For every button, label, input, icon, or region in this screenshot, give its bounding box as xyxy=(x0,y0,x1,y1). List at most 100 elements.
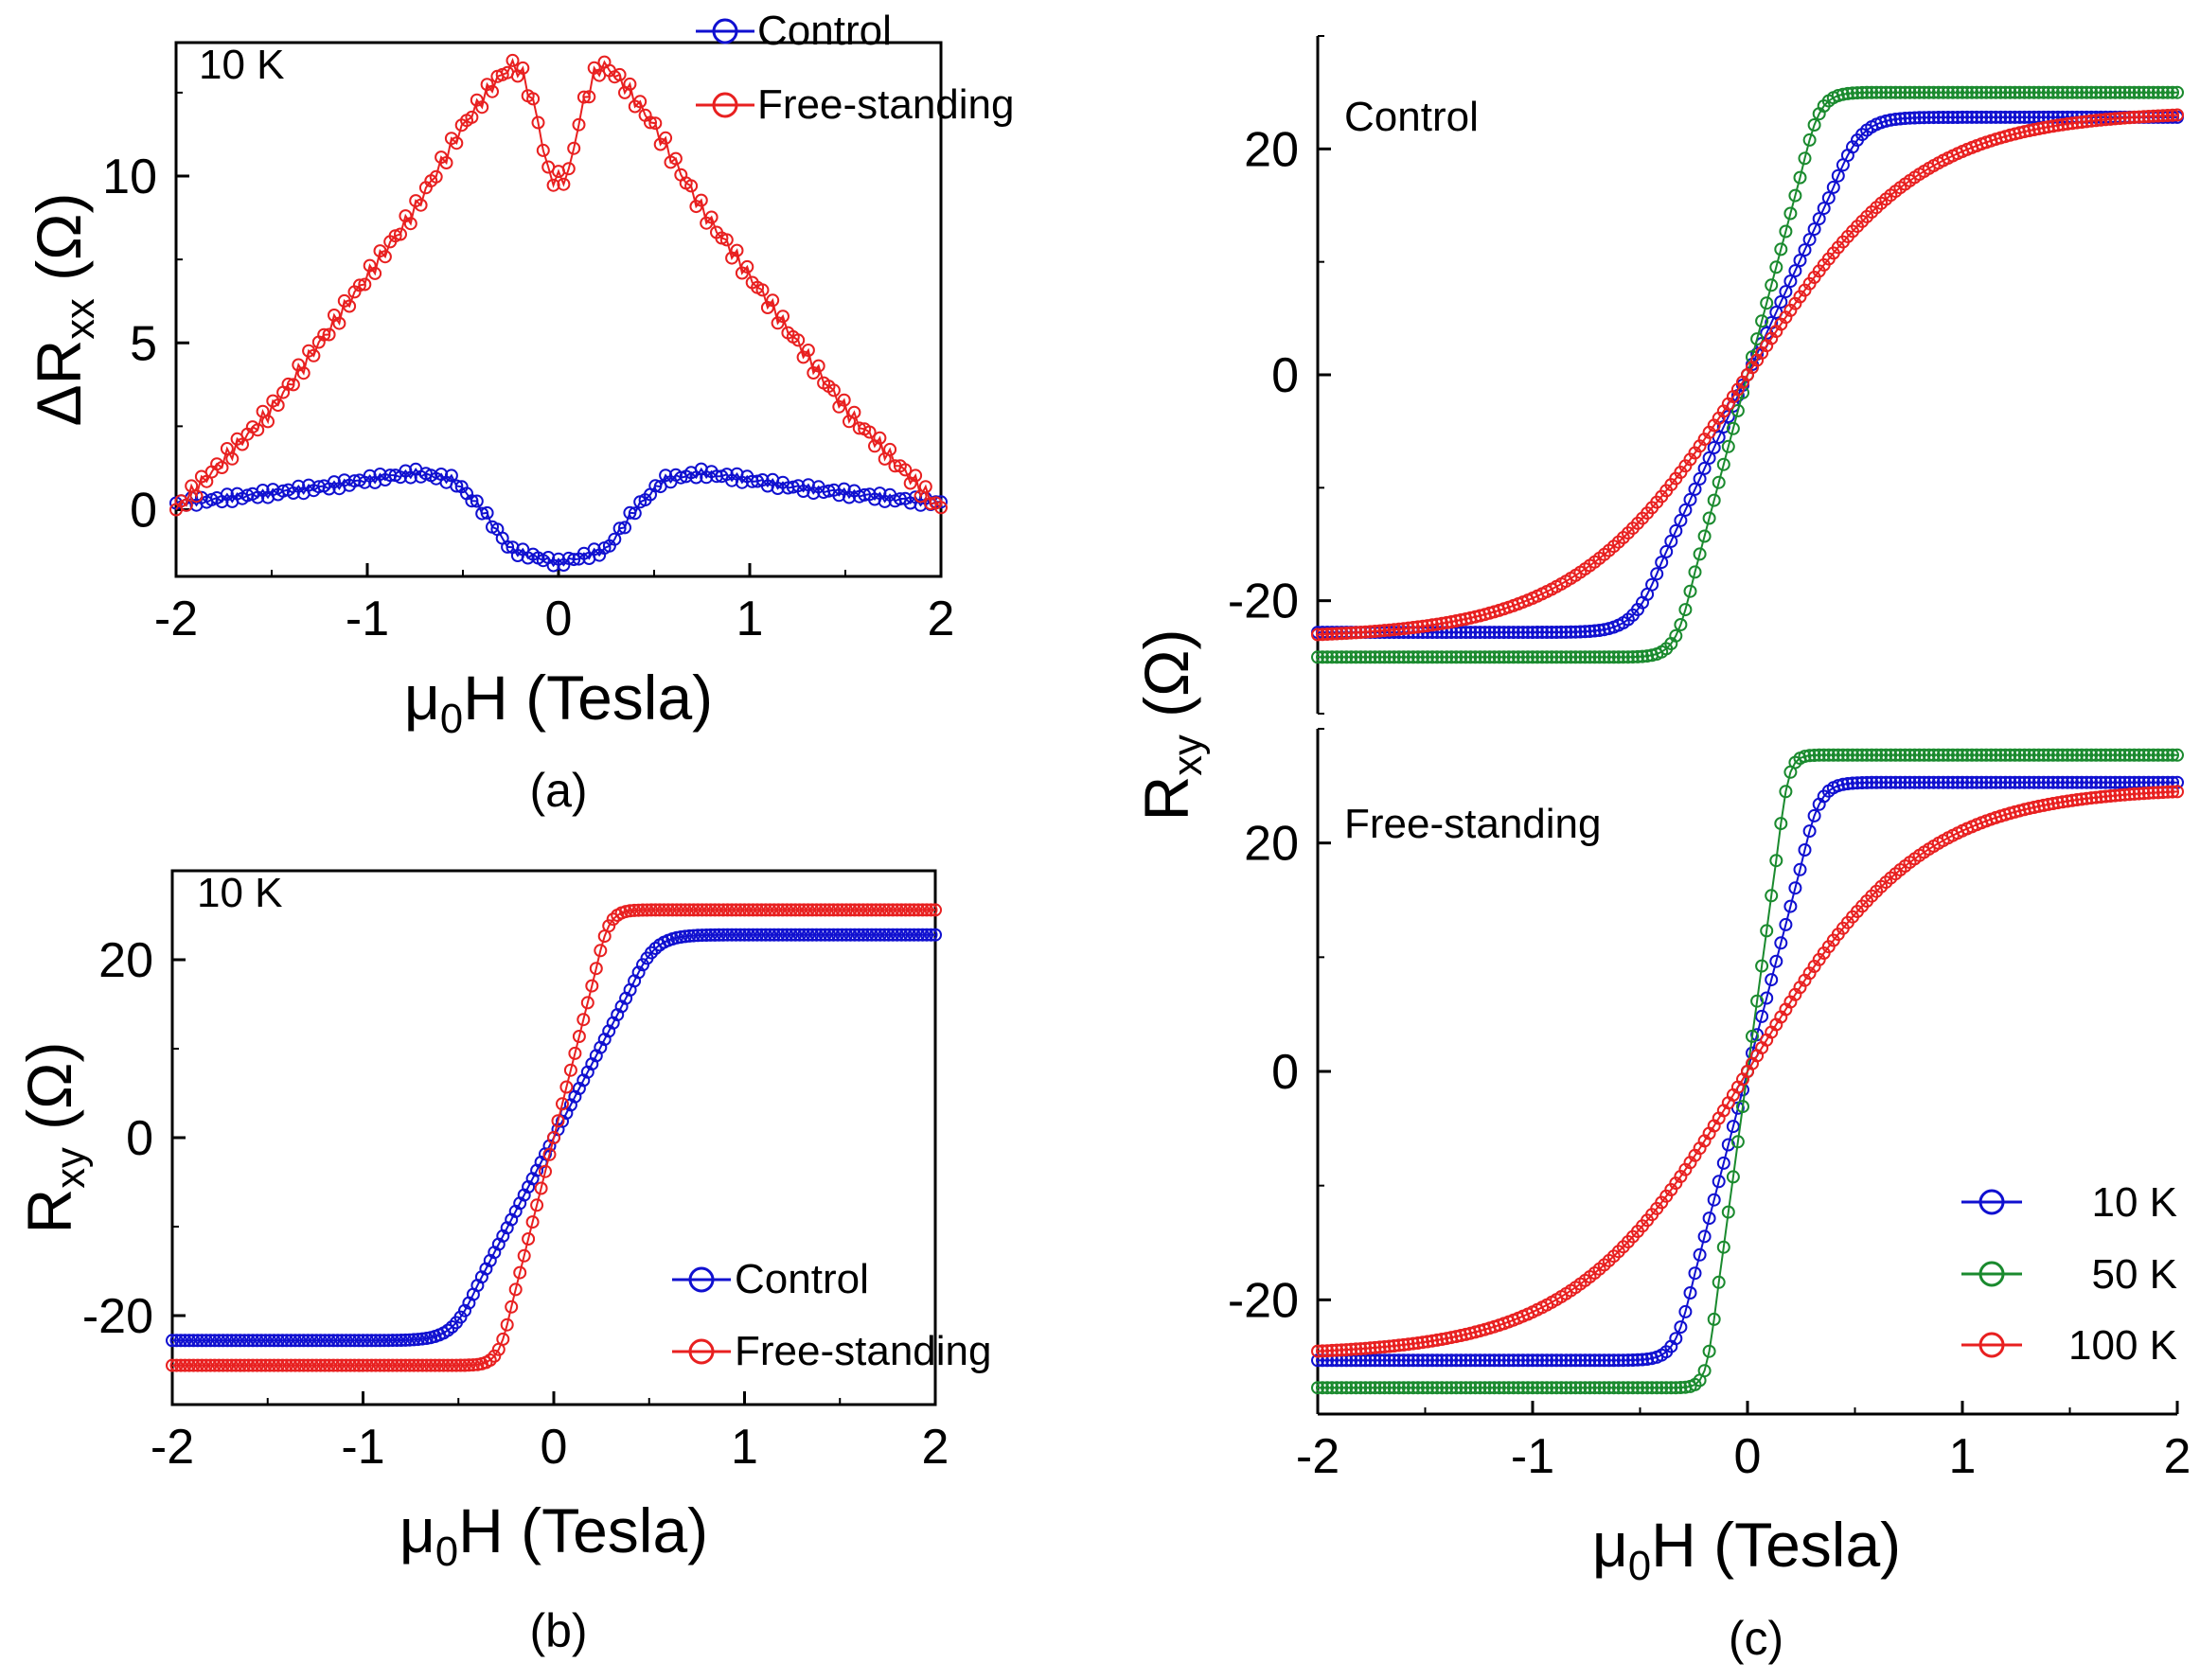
series-100-k-point xyxy=(2094,113,2108,127)
series-50-k-point xyxy=(1931,748,1945,762)
series-50-k-point xyxy=(1335,1381,1349,1395)
series-10-k-point xyxy=(1445,1353,1459,1368)
series-50-k-point xyxy=(1464,1381,1478,1395)
series-50-k-point xyxy=(1492,1381,1506,1395)
series-free-standing-point xyxy=(368,1358,382,1372)
series-100-k-point xyxy=(2075,792,2089,806)
series-50-k-point xyxy=(1636,1381,1649,1395)
series-free-standing-point xyxy=(669,903,683,917)
series-free-standing-point xyxy=(657,903,671,917)
series-control-point xyxy=(725,928,739,942)
series-control-point xyxy=(772,928,786,942)
series-100-k-point xyxy=(1435,1333,1449,1346)
series-10-k-point xyxy=(1669,1332,1683,1346)
series-10-k-point xyxy=(1798,243,1812,257)
series-10-k-point xyxy=(1979,775,1994,789)
series-100-k-point xyxy=(2066,116,2079,131)
series-free-standing-point xyxy=(556,1097,569,1111)
series-free-standing-point xyxy=(772,903,786,917)
series-100-k-point xyxy=(1354,626,1368,640)
series-50-k-point xyxy=(1707,1312,1721,1326)
series-50-k-point xyxy=(1989,85,2003,99)
series-50-k-point xyxy=(2075,85,2089,99)
series-50-k-point xyxy=(2066,85,2079,99)
series-free-standing-point xyxy=(691,903,705,917)
series-50-k-point xyxy=(2003,85,2017,99)
series-10-k-point xyxy=(1798,843,1812,857)
series-50-k-point xyxy=(1707,493,1721,507)
series-control-point xyxy=(674,930,688,944)
series-free-standing-point xyxy=(465,110,479,124)
series-10-k-point xyxy=(1535,626,1550,639)
series-50-k-point xyxy=(1860,748,1874,762)
series-50-k-point xyxy=(2066,748,2079,762)
series-10-k-point xyxy=(2031,775,2046,789)
series-50-k-point xyxy=(1440,1381,1454,1395)
series-control-point xyxy=(734,928,747,942)
series-50-k-point xyxy=(1812,748,1826,762)
series-50-k-point xyxy=(1730,403,1745,417)
series-50-k-point xyxy=(1855,748,1870,762)
series-free-standing-point xyxy=(563,1063,577,1077)
series-50-k-point xyxy=(1678,603,1693,617)
series-50-k-point xyxy=(1487,650,1501,664)
series-50-k-point xyxy=(1831,748,1845,762)
series-50-k-point xyxy=(1344,1381,1358,1395)
series-100-k-point xyxy=(2132,110,2146,124)
series-100-k-point xyxy=(2137,787,2151,801)
series-free-standing-point xyxy=(513,1265,527,1280)
series-free-standing-point xyxy=(368,266,382,280)
series-100-k-point xyxy=(1430,1333,1445,1347)
series-control-point xyxy=(631,965,646,980)
y-tick-label: 0 xyxy=(130,484,157,539)
series-100-k-point xyxy=(1430,617,1445,631)
series-control-point xyxy=(746,928,760,942)
series-10-k-point xyxy=(1416,1353,1429,1368)
series-free-standing-point xyxy=(190,1358,204,1372)
series-50-k-point xyxy=(1426,650,1440,664)
series-10-k-point xyxy=(1674,1320,1688,1335)
series-100-k-point xyxy=(2137,110,2151,124)
series-50-k-point xyxy=(1721,1205,1735,1219)
x-tick-label: -2 xyxy=(1296,1429,1340,1484)
series-free-standing-point xyxy=(403,217,417,231)
series-50-k-point xyxy=(2118,748,2132,762)
series-free-standing-point xyxy=(754,903,769,917)
series-50-k-point xyxy=(1984,748,1998,762)
series-free-standing-point xyxy=(878,903,892,917)
legend-marker xyxy=(1978,1261,2005,1287)
series-50-k-point xyxy=(1951,85,1964,99)
series-free-standing-point xyxy=(233,1358,247,1372)
series-50-k-point xyxy=(1521,650,1535,664)
series-free-standing-point xyxy=(644,115,657,130)
series-free-standing-point xyxy=(934,501,948,515)
series-50-k-point xyxy=(2080,85,2094,99)
series-10-k-point xyxy=(1392,1353,1406,1368)
series-50-k-point xyxy=(1730,1135,1745,1149)
series-10-k-point xyxy=(1554,625,1569,639)
series-50-k-point xyxy=(1726,1170,1740,1184)
series-100-k-point xyxy=(2160,109,2174,122)
series-50-k-point xyxy=(1349,1381,1363,1395)
series-50-k-point xyxy=(1636,649,1649,663)
series-50-k-point xyxy=(1401,650,1415,664)
series-10-k-point xyxy=(1492,626,1506,640)
panel-b-legend: Control Free-standing xyxy=(672,1256,991,1374)
series-10-k-point xyxy=(1559,1353,1573,1368)
series-50-k-point xyxy=(1821,748,1836,762)
series-free-standing-point xyxy=(557,177,571,191)
series-50-k-point xyxy=(1664,1381,1678,1395)
series-100-k-point xyxy=(2089,790,2103,805)
y-tick-label: -20 xyxy=(1228,1273,1299,1328)
series-100-k-point xyxy=(2122,787,2137,802)
series-50-k-point xyxy=(2171,85,2184,99)
series-control-point xyxy=(322,1334,336,1348)
series-free-standing-point xyxy=(185,479,199,493)
series-10-k-point xyxy=(1468,626,1482,640)
series-control-point xyxy=(843,928,858,942)
series-50-k-point xyxy=(1501,1381,1516,1395)
legend-label: 10 K xyxy=(2091,1179,2177,1226)
series-50-k-point xyxy=(1578,1381,1592,1395)
series-control-point xyxy=(814,928,828,942)
series-free-standing-point xyxy=(631,903,646,917)
